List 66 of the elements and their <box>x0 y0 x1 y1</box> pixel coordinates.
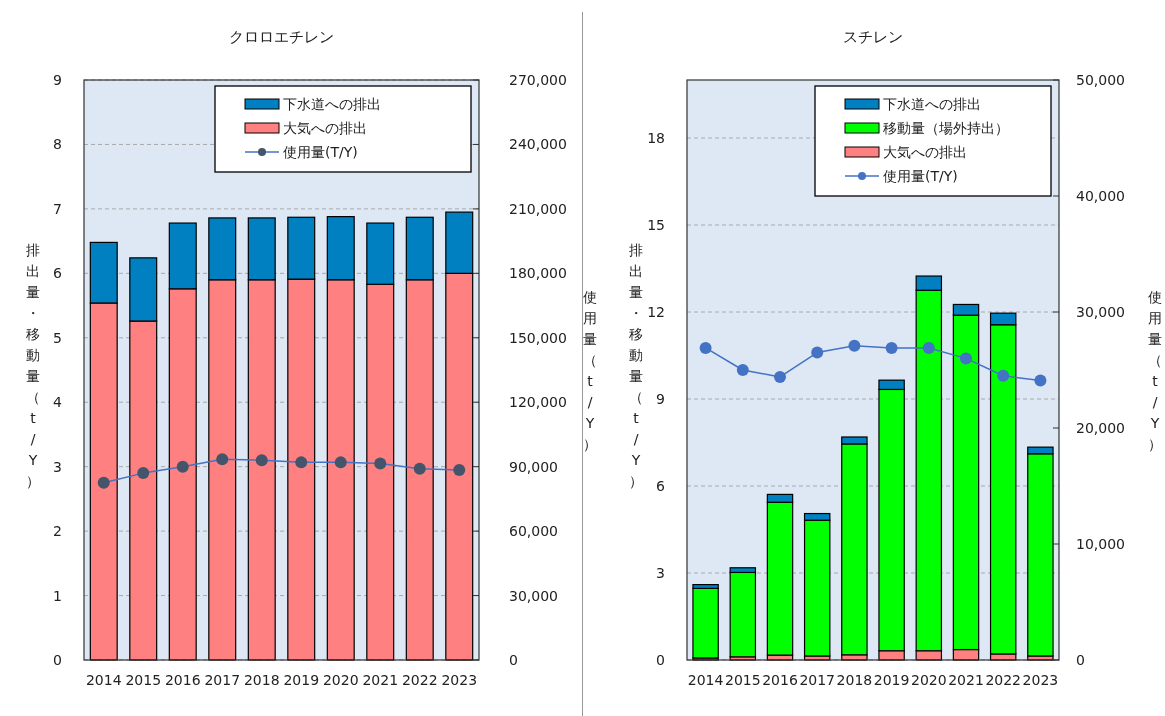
y-tick-label: 3 <box>656 565 665 581</box>
y-tick-label: 0 <box>656 652 665 668</box>
legend-label: 大気への排出 <box>883 144 967 160</box>
y-tick-label: 6 <box>656 478 666 494</box>
x-tick-label: 2019 <box>283 672 320 688</box>
x-tick-label: 2015 <box>724 672 761 688</box>
x-tick-label: 2015 <box>125 672 162 688</box>
y-tick-label: 8 <box>53 136 62 153</box>
x-tick-label: 2014 <box>687 672 724 688</box>
y2-tick-label: 210,000 <box>509 200 567 217</box>
y-tick-label: 1 <box>53 587 62 604</box>
y-tick-label: 9 <box>656 391 665 407</box>
y-tick-label: 12 <box>647 304 665 320</box>
y2-tick-label: 120,000 <box>509 394 567 411</box>
x-tick-label: 2022 <box>985 672 1022 688</box>
y2-tick-label: 150,000 <box>509 329 567 346</box>
y-tick-label: 3 <box>53 458 62 475</box>
x-tick-label: 2023 <box>1022 672 1059 688</box>
y2-tick-label: 60,000 <box>509 523 558 540</box>
y-tick-label: 2 <box>53 523 62 540</box>
y2-tick-label: 50,000 <box>1076 72 1125 88</box>
text: 排出量・移動量（t/Y） <box>26 242 40 489</box>
y-tick-label: 6 <box>53 265 63 282</box>
y-tick-label: 9 <box>53 72 62 88</box>
legend-label: 下水道への排出 <box>883 96 981 112</box>
y2-tick-label: 30,000 <box>1076 304 1125 320</box>
y2-tick-label: 40,000 <box>1076 188 1125 204</box>
y2-tick-label: 180,000 <box>509 265 567 282</box>
y2-tick-label: 0 <box>1076 652 1085 668</box>
x-tick-label: 2016 <box>164 672 201 688</box>
y-tick-label: 0 <box>53 652 62 668</box>
x-tick-label: 2016 <box>762 672 798 688</box>
y2-tick-label: 270,000 <box>509 72 567 88</box>
y2-axis-title: 使用量（t/Y） <box>583 289 597 452</box>
y2-tick-label: 0 <box>509 652 518 668</box>
x-tick-label: 2020 <box>322 672 359 688</box>
legend-label: 下水道への排出 <box>283 96 381 112</box>
text: 排出量・移動量（t/Y） <box>629 242 643 489</box>
y2-tick-label: 10,000 <box>1076 536 1125 552</box>
x-tick-label: 2018 <box>243 672 280 688</box>
y-tick-label: 7 <box>53 200 62 217</box>
x-tick-label: 2020 <box>910 672 947 688</box>
chart-title: クロロエチレン <box>229 28 334 46</box>
legend-label: 使用量(T/Y) <box>283 144 358 160</box>
y-tick-label: 18 <box>647 130 665 146</box>
x-tick-label: 2019 <box>873 672 910 688</box>
x-tick-label: 2023 <box>441 672 478 688</box>
y2-tick-label: 90,000 <box>509 458 558 475</box>
y2-tick-label: 20,000 <box>1076 420 1125 436</box>
x-tick-label: 2014 <box>85 672 122 688</box>
legend-label: 移動量（場外持出） <box>883 120 1009 136</box>
x-tick-label: 2022 <box>401 672 438 688</box>
y2-axis-title: 使用量（t/Y） <box>1148 289 1162 452</box>
x-tick-label: 2017 <box>204 672 241 688</box>
y2-tick-label: 30,000 <box>509 587 558 604</box>
x-tick-label: 2018 <box>836 672 873 688</box>
chart-title: スチレン <box>843 28 903 46</box>
x-tick-label: 2021 <box>948 672 984 688</box>
legend-label: 大気への排出 <box>283 120 367 136</box>
x-tick-label: 2017 <box>799 672 836 688</box>
y2-tick-label: 240,000 <box>509 136 567 153</box>
x-tick-label: 2021 <box>362 672 399 688</box>
y-tick-label: 15 <box>647 217 665 233</box>
y-tick-label: 4 <box>53 394 63 411</box>
y-tick-label: 5 <box>53 329 62 346</box>
legend-label: 使用量(T/Y) <box>883 168 958 184</box>
